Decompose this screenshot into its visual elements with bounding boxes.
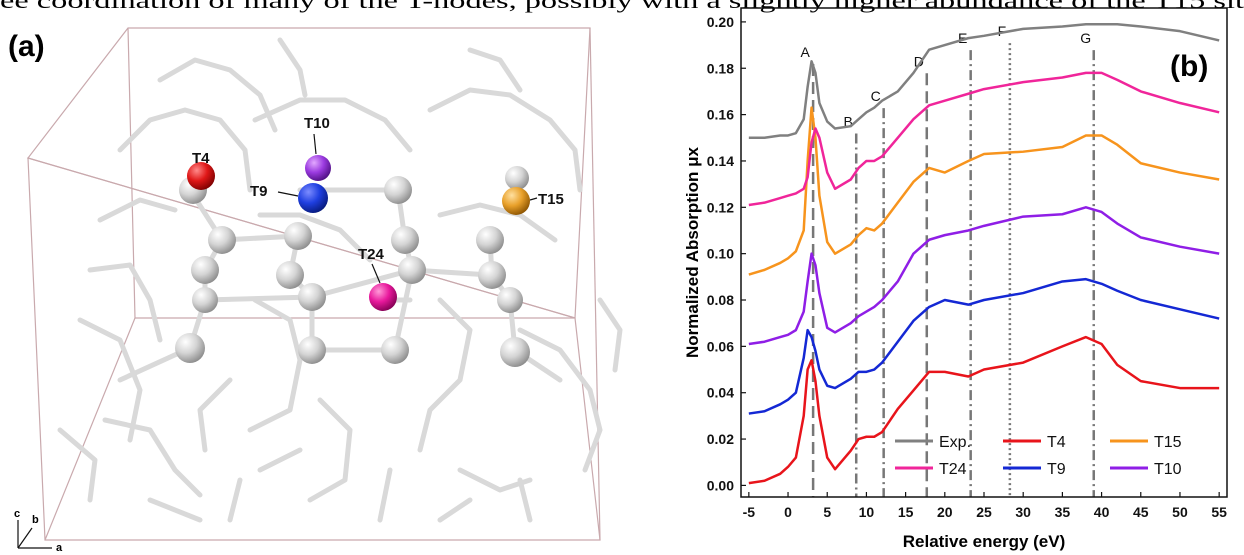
site-label: T10 <box>304 115 330 132</box>
legend-label: T4 <box>1047 434 1066 451</box>
y-tick-label: 0.00 <box>707 477 734 493</box>
site-label: T9 <box>250 183 268 200</box>
x-tick-label: 35 <box>1055 504 1071 520</box>
x-tick-label: 10 <box>859 504 875 520</box>
figure: ee coordination of many of the T-nodes, … <box>0 0 1244 555</box>
series-line <box>749 207 1219 344</box>
axis-letter: c <box>14 508 20 520</box>
legend-label: T10 <box>1154 461 1182 478</box>
x-tick-label: 45 <box>1133 504 1149 520</box>
x-tick-label: 40 <box>1094 504 1110 520</box>
site-label: T15 <box>538 191 564 208</box>
panel-label: (b) <box>1170 50 1208 83</box>
panel-a: T4 T10 T9 T24 T15 (a) c b a <box>8 28 620 554</box>
x-tick-label: 5 <box>823 504 831 520</box>
series-line <box>749 337 1219 483</box>
y-axis-title: Normalized Absorption μx <box>683 146 702 358</box>
y-tick-label: 0.12 <box>707 199 734 215</box>
x-tick-label: 50 <box>1172 504 1188 520</box>
series-line <box>749 279 1219 413</box>
x-tick-label: 25 <box>976 504 992 520</box>
legend-label: Exp. <box>939 434 971 451</box>
site-label: T24 <box>358 246 385 263</box>
x-tick-label: 20 <box>937 504 953 520</box>
x-tick-label: 0 <box>784 504 792 520</box>
marker-label: G <box>1080 30 1091 46</box>
x-axis-title: Relative energy (eV) <box>903 532 1066 551</box>
y-tick-label: 0.16 <box>707 107 734 123</box>
y-tick-label: 0.04 <box>707 385 734 401</box>
series-line <box>749 108 1219 275</box>
y-tick-label: 0.06 <box>707 338 734 354</box>
panel-label: (a) <box>8 30 45 63</box>
y-tick-label: 0.02 <box>707 431 734 447</box>
x-tick-label: 30 <box>1015 504 1031 520</box>
axis-letter: b <box>32 514 39 526</box>
x-tick-label: 55 <box>1211 504 1227 520</box>
y-tick-label: 0.10 <box>707 246 734 262</box>
x-tick-label: 15 <box>898 504 914 520</box>
axis-letter: a <box>56 542 63 554</box>
atoms <box>175 155 530 367</box>
marker-label: A <box>800 44 810 60</box>
legend-label: T24 <box>939 461 967 478</box>
y-tick-label: 0.08 <box>707 292 734 308</box>
framework <box>60 40 620 520</box>
y-tick-label: 0.20 <box>707 14 734 30</box>
caption-fragment: ee coordination of many of the T-nodes, … <box>0 0 1244 13</box>
site-label: T4 <box>192 150 210 167</box>
legend-label: T9 <box>1047 461 1066 478</box>
x-tick-label: -5 <box>743 504 756 520</box>
y-tick-label: 0.14 <box>707 153 734 169</box>
series-line <box>749 24 1219 138</box>
y-tick-label: 0.18 <box>707 60 734 76</box>
legend-label: T15 <box>1154 434 1182 451</box>
